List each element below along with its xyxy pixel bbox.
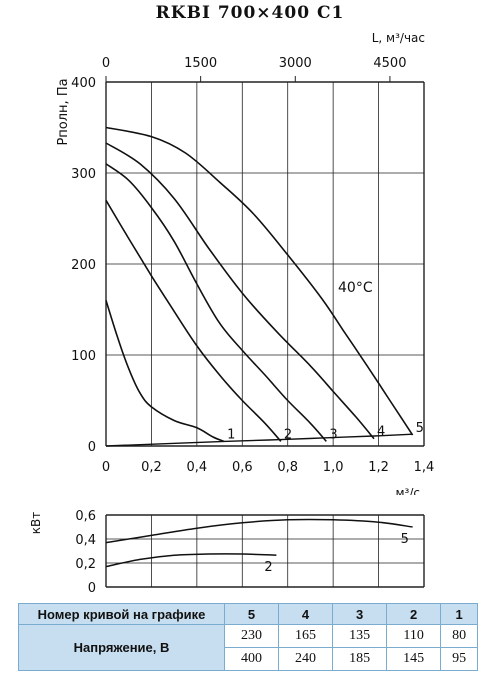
voltage-row-a: Напряжение, В 230 165 135 110 80 [18, 624, 478, 671]
curve-4-label: 4 [377, 425, 385, 440]
y-tick-label: 0 [88, 440, 96, 455]
x2-tick-label: 3000 [279, 56, 312, 71]
curve-3-line [105, 163, 327, 442]
power-curves: 52 [105, 518, 413, 575]
power-y-tick-label: 0,6 [75, 509, 96, 524]
voltage-cell: 400 [223, 647, 280, 671]
curve-2-line [105, 199, 282, 442]
curve-number-cell: 4 [278, 602, 334, 626]
voltage-label: Напряжение, В [18, 624, 225, 671]
voltage-table: Номер кривой на графике 5 4 3 2 1 Напряж… [18, 602, 478, 671]
chart-title: RKBI 700×400 C1 [156, 3, 345, 23]
curve-number-row: Номер кривой на графике 5 4 3 2 1 [18, 602, 478, 626]
x2-tick-label: 4500 [373, 56, 406, 71]
x-tick-label: 0,4 [187, 460, 208, 475]
y-tick-label: 100 [71, 349, 96, 364]
voltage-cell: 230 [223, 624, 280, 649]
x-tick-label: 0,8 [277, 460, 298, 475]
power-grid [105, 514, 425, 588]
voltage-cell: 95 [440, 647, 478, 671]
curve-4-line [105, 142, 375, 440]
system-resistance-line [105, 433, 413, 447]
y-axis-label: Pполн, Па [56, 78, 71, 145]
power-curve-2-line [105, 553, 277, 568]
voltage-cell: 110 [386, 624, 442, 649]
y-tick-label: 300 [71, 167, 96, 182]
x-tick-label: 1,2 [368, 460, 389, 475]
curve-5-line [105, 126, 414, 436]
pressure-chart: RKBI 700×400 C1 1 2 3 4 5 0 0,2 0,4 0,6 0,8 1,0 1,… [56, 3, 434, 495]
voltage-cell: 185 [332, 647, 388, 671]
x-tick-label: 1,4 [414, 460, 435, 475]
x2-axis-label: L, м³/час [372, 31, 425, 45]
power-y-tick-label: 0,4 [75, 533, 96, 548]
power-y-tick-label: 0,2 [75, 557, 96, 572]
x-tick-label: 0,2 [141, 460, 162, 475]
voltage-cell: 240 [278, 647, 334, 671]
x-tick-label: 0,6 [232, 460, 253, 475]
voltage-cell: 135 [332, 624, 388, 649]
power-y-axis-label: кВт [29, 512, 43, 534]
temperature-annotation: 40°C [338, 280, 373, 296]
curve-number-label: Номер кривой на графике [18, 602, 225, 626]
curve-number-cell: 5 [223, 602, 280, 626]
x-axis-label: м³/с [395, 486, 420, 495]
voltage-cell: 165 [278, 624, 334, 649]
curve-3-label: 3 [329, 427, 337, 442]
y-tick-label: 400 [71, 76, 96, 91]
power-y-tick-label: 0 [88, 581, 96, 596]
x-tick-label: 1,0 [323, 460, 344, 475]
curve-number-cell: 2 [386, 602, 442, 626]
power-curve-5-line [105, 518, 413, 544]
y-tick-label: 200 [71, 258, 96, 273]
voltage-cell: 145 [386, 647, 442, 671]
voltage-row-b: 400 240 185 145 95 [19, 647, 478, 671]
voltage-cell: 80 [440, 624, 478, 649]
curve-1-line [105, 300, 225, 443]
power-curve-2-label: 2 [264, 560, 272, 575]
fan-curves: 1 2 3 4 5 [105, 126, 424, 447]
x2-tick-label: 1500 [184, 56, 217, 71]
curve-5-label: 5 [416, 421, 424, 436]
curve-number-cell: 1 [440, 602, 478, 626]
power-tick-labels: 0 0,2 0,4 0,6 [75, 509, 96, 596]
curve-1-label: 1 [227, 427, 235, 442]
x-tick-label: 0 [102, 460, 110, 475]
power-curve-5-label: 5 [401, 532, 409, 547]
power-chart: 52 00,20,40,6 кВт [29, 509, 425, 596]
grid [105, 76, 425, 447]
curve-2-label: 2 [284, 427, 292, 442]
curve-number-cell: 3 [332, 602, 388, 626]
tick-labels: 0 0,2 0,4 0,6 0,8 1,0 1,2 1,4 0 100 200 300 400 0 1500… [71, 56, 434, 475]
x2-tick-label: 0 [102, 56, 110, 71]
